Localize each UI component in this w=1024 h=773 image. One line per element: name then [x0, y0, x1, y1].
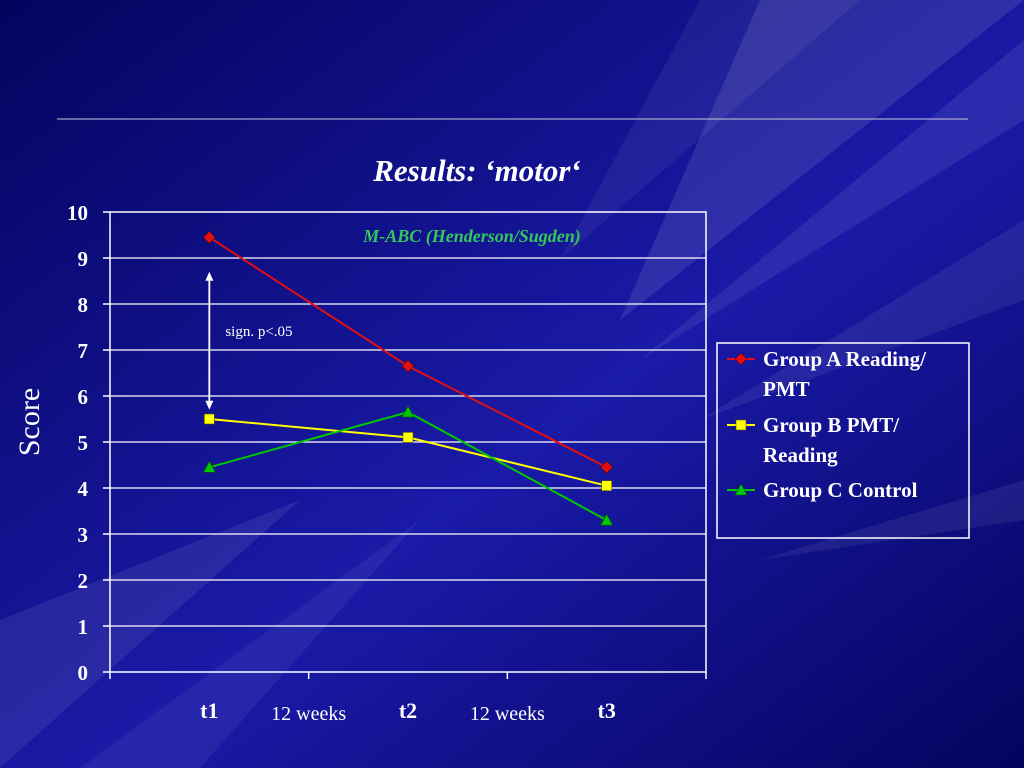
y-tick-label: 5: [78, 431, 89, 455]
data-point: [600, 513, 614, 526]
legend-swatch-marker: [734, 352, 748, 366]
x-tick-label: t2: [399, 698, 417, 723]
legend-item-3: Group C Control: [727, 478, 918, 502]
background-ray-1: [620, 0, 1024, 320]
annotation-arrow-head-top: [205, 271, 214, 281]
annotation-label: sign. p<.05: [225, 324, 292, 340]
x-axis: t1 t2 t3 12 weeks 12 weeks: [109, 672, 707, 725]
y-tick-label: 4: [78, 477, 89, 501]
series-2: [204, 413, 612, 492]
background-ray-7: [560, 0, 860, 260]
background-ray-3: [700, 220, 1024, 420]
legend-label: Group B PMT/Reading: [763, 413, 900, 467]
data-point: [202, 230, 216, 244]
x-tick-label: t3: [598, 698, 616, 723]
legend-label-line: PMT: [763, 377, 810, 401]
series-group: [202, 230, 614, 526]
background-ray-6: [760, 480, 1024, 560]
y-tick-label: 1: [78, 615, 89, 639]
legend-label-line: Reading: [763, 443, 838, 467]
y-ticks: 0 1 2 3 4 5 6 7 8 9 10: [67, 201, 110, 685]
annotation-arrow-head-bottom: [205, 400, 214, 410]
data-point: [601, 480, 612, 492]
background-ray-4: [0, 500, 300, 768]
legend-label-line: Group C Control: [763, 478, 918, 502]
y-tick-label: 10: [67, 201, 88, 225]
interval-label: 12 weeks: [271, 703, 346, 725]
y-tick-label: 2: [78, 569, 89, 593]
x-tick-label: t1: [200, 698, 218, 723]
legend-item-1: Group A Reading/PMT: [727, 347, 927, 401]
legend-label: Group C Control: [763, 478, 918, 502]
background-ray-5: [80, 520, 420, 768]
data-point: [401, 405, 415, 418]
data-point: [204, 413, 215, 425]
y-tick-label: 8: [78, 293, 89, 317]
legend-label-line: Group A Reading/: [763, 347, 927, 371]
legend-frame: [716, 342, 970, 539]
data-point: [401, 359, 415, 373]
legend-swatch-marker: [735, 419, 747, 431]
legend-label: Group A Reading/PMT: [763, 347, 927, 401]
legend-swatch-marker: [734, 483, 748, 496]
y-tick-label: 6: [78, 385, 89, 409]
background-ray-2: [640, 40, 1024, 360]
legend-item-2: Group B PMT/Reading: [727, 413, 900, 467]
y-tick-label: 9: [78, 247, 89, 271]
y-tick-label: 7: [78, 339, 89, 363]
legend-label-line: Group B PMT/: [763, 413, 900, 437]
data-point: [600, 460, 614, 474]
data-point: [402, 432, 414, 443]
chart-subtitle: M-ABC (Henderson/Sugden): [362, 226, 581, 247]
series-3: [202, 405, 614, 526]
chart-title: Results: ‘motor‘: [372, 153, 581, 188]
series-1: [202, 230, 614, 474]
y-tick-label: 3: [78, 523, 89, 547]
significance-annotation: sign. p<.05: [205, 271, 293, 410]
y-tick-label: 0: [78, 661, 89, 685]
y-axis-label: Score: [13, 388, 46, 456]
interval-label: 12 weeks: [470, 703, 545, 725]
data-point: [202, 460, 216, 473]
